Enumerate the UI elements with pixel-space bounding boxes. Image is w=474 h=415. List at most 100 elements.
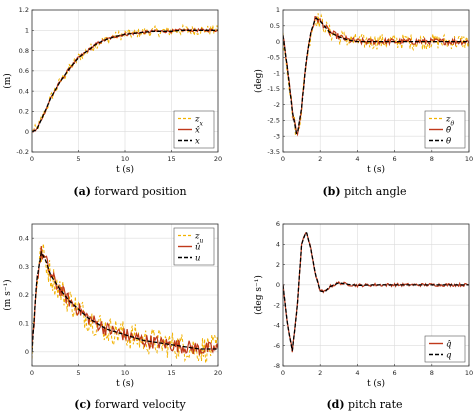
y-tick-label: 1 bbox=[25, 26, 29, 34]
x-tick-label: 20 bbox=[214, 155, 222, 163]
x-tick-label: 6 bbox=[393, 369, 397, 377]
legend-label: zx bbox=[194, 115, 203, 128]
y-tick-label: 0.3 bbox=[19, 263, 29, 271]
y-tick-label: 2 bbox=[276, 261, 280, 269]
chart-panel-4: 0 2 4 6 8 10 -8 -6 -4 -2 0 2 4 6 t (s) (deg s⁻¹) q̂q bbox=[253, 220, 473, 389]
legend-label: x bbox=[195, 137, 200, 147]
y-tick-label: 0.6 bbox=[19, 67, 29, 75]
series-line-2 bbox=[32, 246, 218, 356]
x-tick-label: 5 bbox=[76, 369, 80, 377]
x-tick-label: 10 bbox=[465, 369, 473, 377]
y-tick-label: 0.2 bbox=[19, 108, 29, 116]
y-tick-label: -2 bbox=[274, 101, 280, 109]
caption-c-tag: (c) bbox=[74, 398, 92, 411]
caption-a: (a) forward position bbox=[20, 185, 240, 198]
y-tick-label: 1 bbox=[276, 6, 280, 14]
caption-d: (d) pitch rate bbox=[255, 398, 474, 411]
y-tick-label: -1.5 bbox=[267, 85, 280, 93]
y-tick-label: 0 bbox=[25, 128, 29, 136]
axes-box bbox=[282, 9, 470, 153]
legend-label: x̂ bbox=[195, 125, 200, 136]
y-tick-label: 0.2 bbox=[19, 291, 29, 299]
y-tick-label: -0.5 bbox=[267, 54, 280, 62]
series-line-1 bbox=[32, 243, 218, 364]
legend-label: û bbox=[195, 242, 200, 253]
y-axis-label: (m) bbox=[2, 73, 13, 89]
y-tick-label: -2 bbox=[274, 301, 280, 309]
x-tick-label: 0 bbox=[30, 155, 34, 163]
y-tick-label: -8 bbox=[274, 362, 280, 370]
legend-label: θ̂ bbox=[446, 125, 451, 136]
y-axis-label: (m s⁻¹) bbox=[2, 279, 13, 310]
x-tick-label: 15 bbox=[167, 155, 175, 163]
y-tick-label: 6 bbox=[276, 220, 280, 228]
x-tick-label: 15 bbox=[167, 369, 175, 377]
x-tick-label: 2 bbox=[318, 369, 322, 377]
legend-label: zu bbox=[194, 232, 203, 245]
y-axis-label: (deg s⁻¹) bbox=[253, 275, 264, 315]
series-line-3 bbox=[32, 250, 218, 352]
y-tick-label: -3 bbox=[274, 132, 280, 140]
y-tick-label: -1 bbox=[274, 69, 280, 77]
x-tick-label: 2 bbox=[318, 155, 322, 163]
series-line-3 bbox=[283, 17, 469, 135]
chart-panel-1: 0 5 10 15 20-0.200.20.40.60.811.2t (s)(m)zxx… bbox=[2, 6, 222, 175]
legend: q̂q bbox=[424, 335, 466, 363]
x-tick-label: 4 bbox=[355, 369, 359, 377]
y-tick-label: 0 bbox=[276, 281, 280, 289]
y-tick-label: -2.5 bbox=[267, 117, 280, 125]
series-line-1 bbox=[32, 23, 218, 135]
legend-label: zθ bbox=[445, 115, 454, 128]
x-tick-label: 8 bbox=[430, 369, 434, 377]
x-tick-label: 8 bbox=[430, 155, 434, 163]
caption-c-text: forward velocity bbox=[91, 398, 186, 411]
y-tick-label: -0.2 bbox=[16, 148, 29, 156]
y-tick-label: 4 bbox=[276, 240, 280, 248]
y-tick-label: 0.1 bbox=[19, 320, 29, 328]
caption-b-text: pitch angle bbox=[340, 185, 407, 198]
x-tick-label: 0 bbox=[30, 369, 34, 377]
x-tick-label: 6 bbox=[393, 155, 397, 163]
x-axis-label: t (s) bbox=[367, 378, 385, 389]
legend-label: q bbox=[446, 351, 452, 361]
series-line-3 bbox=[32, 29, 218, 133]
x-axis-label: t (s) bbox=[116, 164, 134, 175]
legend: zθθ̂θ bbox=[424, 110, 466, 149]
y-tick-label: 0.4 bbox=[19, 87, 29, 95]
legend: zxx̂x bbox=[173, 110, 215, 149]
y-tick-label: 0.5 bbox=[270, 22, 280, 30]
x-tick-label: 10 bbox=[121, 369, 129, 377]
legend-label: u bbox=[195, 254, 200, 264]
series-line-1 bbox=[283, 13, 469, 136]
caption-d-text: pitch rate bbox=[344, 398, 403, 411]
caption-b-tag: (b) bbox=[322, 185, 341, 198]
x-tick-label: 0 bbox=[281, 369, 285, 377]
y-tick-label: -3.5 bbox=[267, 148, 280, 156]
x-tick-label: 10 bbox=[121, 155, 129, 163]
caption-d-tag: (d) bbox=[326, 398, 345, 411]
caption-b: (b) pitch angle bbox=[255, 185, 474, 198]
legend-box bbox=[424, 335, 466, 363]
y-tick-label: 0.8 bbox=[19, 47, 29, 55]
legend-label: q̂ bbox=[446, 339, 452, 350]
x-tick-label: 0 bbox=[281, 155, 285, 163]
caption-a-text: forward position bbox=[90, 185, 187, 198]
y-tick-label: -4 bbox=[274, 322, 280, 330]
x-tick-label: 5 bbox=[76, 155, 80, 163]
series-line-1 bbox=[283, 232, 469, 353]
y-tick-label: -6 bbox=[274, 342, 280, 350]
y-tick-label: 0 bbox=[25, 348, 29, 356]
y-axis-label: (deg) bbox=[253, 69, 264, 93]
caption-c: (c) forward velocity bbox=[20, 398, 240, 411]
x-tick-label: 4 bbox=[355, 155, 359, 163]
y-tick-label: 0.4 bbox=[19, 234, 29, 242]
caption-a-tag: (a) bbox=[73, 185, 91, 198]
x-tick-label: 10 bbox=[465, 155, 473, 163]
y-tick-label: 1.2 bbox=[19, 6, 29, 14]
x-axis-label: t (s) bbox=[116, 378, 134, 389]
x-tick-label: 20 bbox=[214, 369, 222, 377]
y-tick-label: 0 bbox=[276, 38, 280, 46]
